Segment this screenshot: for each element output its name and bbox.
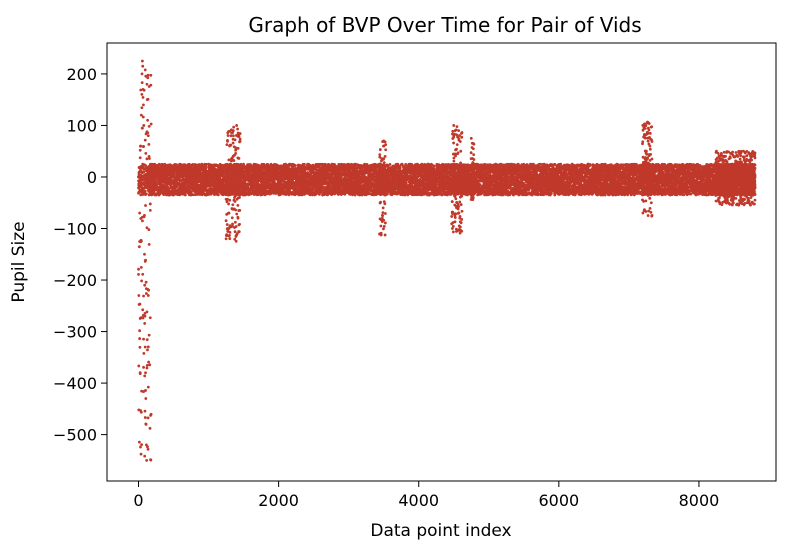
data-point <box>216 193 220 197</box>
data-point <box>294 164 297 167</box>
data-point <box>334 164 337 168</box>
data-point <box>175 163 178 167</box>
plot-area <box>106 42 777 482</box>
data-point <box>173 173 176 176</box>
data-point <box>181 175 185 179</box>
data-point <box>183 193 187 197</box>
chart-title: Graph of BVP Over Time for Pair of Vids <box>248 13 641 37</box>
data-points <box>137 59 757 462</box>
data-point <box>303 162 306 166</box>
data-point <box>239 162 243 166</box>
data-point <box>321 188 325 192</box>
data-point <box>167 187 171 191</box>
data-point <box>157 189 161 193</box>
